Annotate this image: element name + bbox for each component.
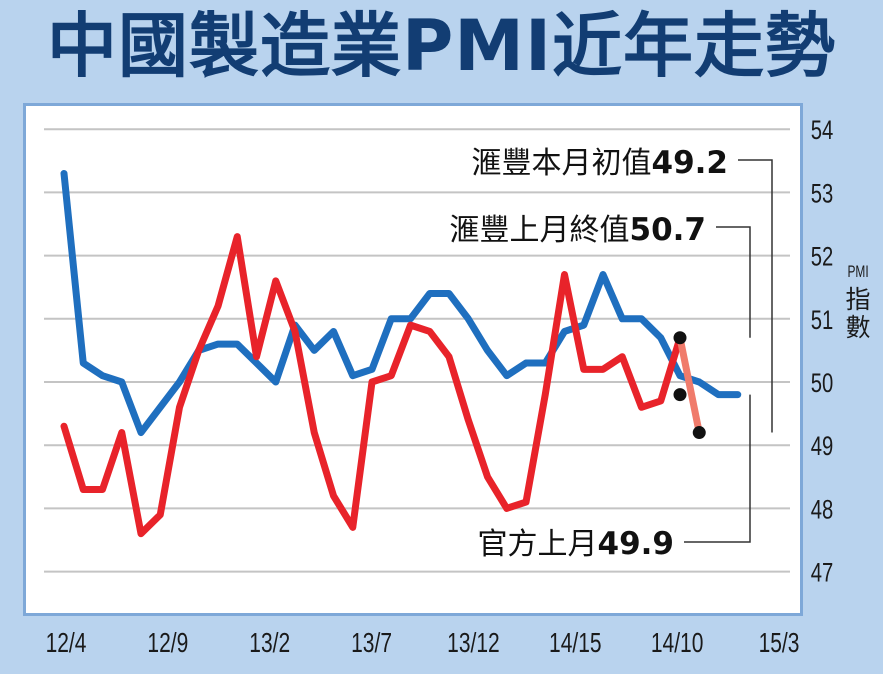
annotation-label: 滙豐上月終值50.7 — [450, 212, 707, 248]
annotation-label-value: 50.7 — [630, 212, 707, 248]
x-tick-label: 15/3 — [759, 628, 800, 659]
y-tick-label: 53 — [811, 179, 834, 210]
annotation-label-bg — [467, 145, 732, 181]
series-lines — [60, 169, 742, 538]
chart-title: 中國製造業PMI近年走勢 — [46, 5, 836, 87]
y-tick-label: 54 — [811, 115, 834, 146]
annotation-marker — [673, 331, 687, 345]
x-tick-label: 13/7 — [351, 628, 392, 659]
x-tick-label: 13/2 — [249, 628, 290, 659]
annotation-leader-line — [716, 226, 751, 338]
y-axis-ticks: 47 48 49 50 51 52 53 54 — [811, 115, 834, 588]
annotation-leader-line — [684, 394, 751, 543]
y-axis-label-text: 指數 — [845, 285, 871, 342]
annotation-leader-line — [738, 159, 773, 433]
x-tick-label: 14/15 — [549, 628, 602, 659]
y-axis-label-unit: PMI — [847, 262, 869, 281]
annotation-label-bg — [445, 212, 710, 248]
x-tick-label: 14/10 — [651, 628, 704, 659]
annotation-marker — [692, 426, 706, 440]
series-line-extension — [676, 334, 703, 437]
annotation-label: 官方上月49.9 — [478, 526, 675, 562]
y-axis-label: PMI 指數 — [843, 258, 873, 342]
y-tick-label: 47 — [811, 558, 834, 589]
x-tick-label: 12/4 — [46, 628, 87, 659]
annotation-label-text: 滙豐本月初值 — [472, 146, 652, 181]
annotation-label-value: 49.2 — [652, 145, 729, 181]
x-tick-label: 12/9 — [147, 628, 188, 659]
annotation-label: 滙豐本月初值49.2 — [472, 145, 729, 181]
annotation-marker — [673, 388, 687, 402]
x-axis-ticks: 12/4 12/9 13/2 13/7 13/12 14/15 14/10 15/3 — [46, 628, 800, 659]
y-tick-label: 48 — [811, 495, 834, 526]
annotation-label-text: 滙豐上月終值 — [450, 213, 630, 248]
annotation-label-text: 官方上月 — [478, 527, 598, 562]
y-tick-label: 52 — [811, 242, 834, 273]
annotations: 滙豐本月初值49.2 滙豐上月終值50.7 官方上月49.9 — [445, 145, 773, 562]
series-line-red — [60, 233, 684, 538]
y-tick-label: 51 — [811, 305, 834, 336]
y-tick-label: 49 — [811, 431, 834, 462]
x-tick-label: 13/12 — [447, 628, 500, 659]
series-line-blue — [60, 169, 742, 437]
annotation-label-value: 49.9 — [598, 526, 675, 562]
y-tick-label: 50 — [811, 368, 834, 399]
annotation-label-bg — [473, 526, 678, 562]
